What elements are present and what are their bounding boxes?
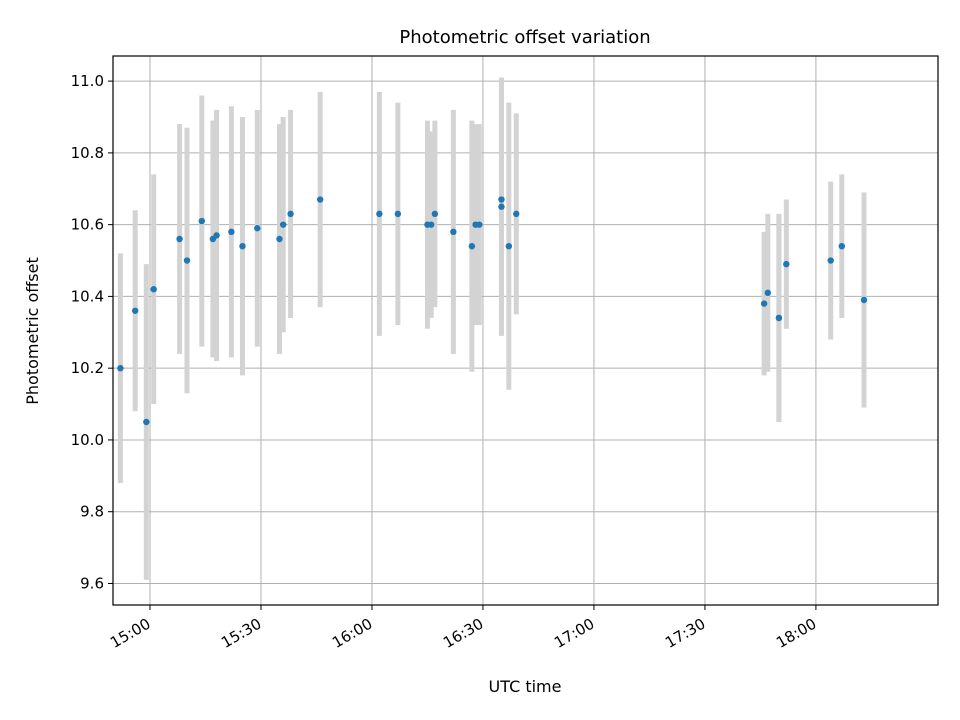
data-point xyxy=(254,225,261,232)
data-point xyxy=(131,307,139,314)
data-point xyxy=(760,300,768,307)
y-tick-label: 11.0 xyxy=(71,72,104,90)
x-tick-label: 16:00 xyxy=(329,615,375,652)
data-point xyxy=(513,210,520,218)
x-tick-label: 16:30 xyxy=(440,615,486,652)
data-point xyxy=(838,242,846,250)
data-point xyxy=(143,418,150,426)
data-point xyxy=(783,260,790,268)
data-point xyxy=(427,221,435,228)
y-axis-ticks: 9.6 9.8 10.0 10.2 10.4 10.6 10.8 11.0 xyxy=(71,72,113,592)
data-point xyxy=(150,286,157,293)
data-point xyxy=(183,257,191,264)
data-points xyxy=(117,196,868,426)
x-axis-title: UTC time xyxy=(489,677,562,696)
data-point xyxy=(498,196,505,203)
data-point xyxy=(287,210,294,218)
x-tick-label: 15:30 xyxy=(218,615,264,652)
plot-frame xyxy=(112,55,939,606)
data-point xyxy=(764,289,772,297)
y-tick-label: 10.8 xyxy=(71,144,104,162)
y-axis-title: Photometric offset xyxy=(23,257,42,405)
chart-title: Photometric offset variation xyxy=(399,27,650,48)
data-point xyxy=(505,242,513,250)
x-axis-ticks: 15:00 15:30 16:00 16:30 17:00 17:30 18:00 xyxy=(107,605,820,652)
data-point xyxy=(827,257,834,264)
data-point xyxy=(198,217,205,225)
data-point xyxy=(228,228,235,236)
data-point xyxy=(279,221,287,228)
data-point xyxy=(476,221,483,228)
data-point xyxy=(431,210,439,218)
x-tick-label: 17:00 xyxy=(551,615,597,652)
y-tick-label: 10.6 xyxy=(71,216,104,234)
y-tick-label: 10.4 xyxy=(71,287,104,305)
data-point xyxy=(468,242,476,250)
x-tick-label: 15:00 xyxy=(107,615,153,652)
data-point xyxy=(176,235,183,243)
data-point xyxy=(117,364,124,372)
y-tick-label: 9.6 xyxy=(80,574,104,592)
data-point xyxy=(239,242,246,250)
data-point xyxy=(376,210,383,218)
y-tick-label: 10.2 xyxy=(71,359,104,377)
y-tick-label: 9.8 xyxy=(80,503,104,521)
data-point xyxy=(394,210,402,218)
data-point xyxy=(775,314,783,322)
data-point xyxy=(276,235,283,243)
data-point xyxy=(860,296,868,304)
data-point xyxy=(498,203,505,210)
data-point xyxy=(213,232,220,239)
grid xyxy=(113,56,938,605)
x-tick-label: 18:00 xyxy=(773,615,819,652)
data-point xyxy=(450,228,457,236)
data-point xyxy=(316,196,324,203)
x-tick-label: 17:30 xyxy=(662,615,708,652)
y-tick-label: 10.0 xyxy=(71,431,104,449)
